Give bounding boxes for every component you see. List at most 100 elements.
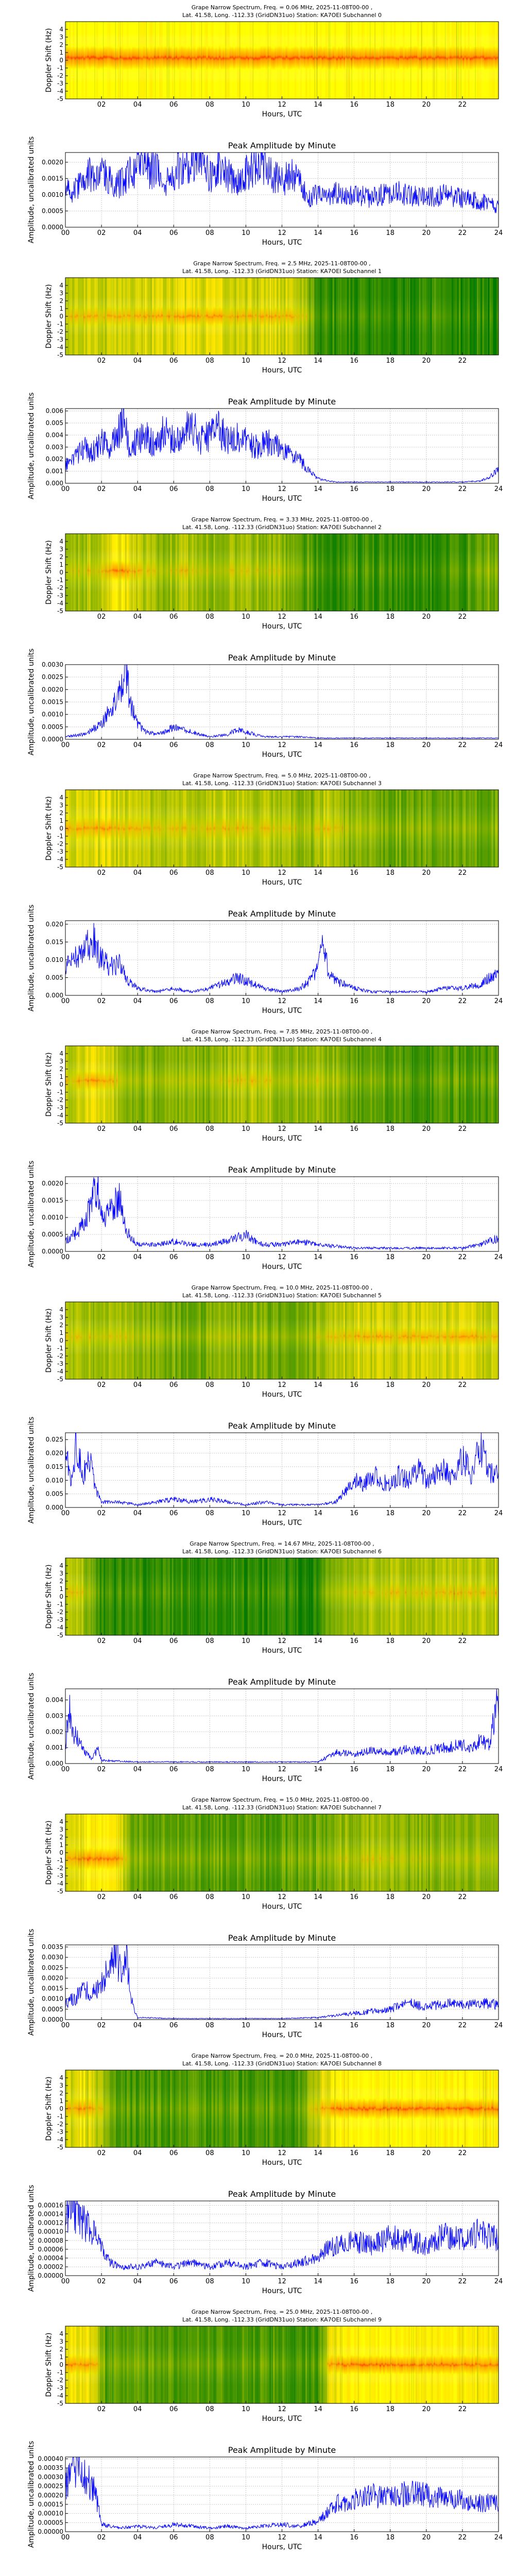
spectrogram-carrier xyxy=(278,817,281,839)
spectrogram-band xyxy=(256,1060,259,1101)
x-tick-label: 24 xyxy=(494,229,503,237)
spectrogram-band xyxy=(404,1060,407,1101)
spectrogram-carrier xyxy=(347,46,349,69)
spectrogram-band xyxy=(439,549,441,592)
spectrogram-carrier xyxy=(76,1072,79,1091)
y-axis-label: Doppler Shift (Hz) xyxy=(45,1309,53,1373)
spectrogram-band xyxy=(96,1318,98,1355)
spectrogram-band xyxy=(168,1060,170,1101)
spectrogram-carrier xyxy=(233,561,235,581)
spectrogram-carrier xyxy=(410,46,413,69)
spectrogram-band xyxy=(370,549,373,592)
spectrogram-band xyxy=(334,297,337,336)
spectrogram-carrier xyxy=(76,307,79,325)
spectrogram-band xyxy=(208,1060,210,1101)
spectrogram-band xyxy=(262,1318,265,1355)
spectrogram-band xyxy=(329,1060,331,1101)
spectrogram-carrier xyxy=(73,1072,75,1091)
spectrogram-band xyxy=(278,1060,281,1101)
spectrogram-band xyxy=(164,549,167,592)
spectrogram-band xyxy=(437,549,439,592)
spectrogram-carrier xyxy=(99,46,102,69)
spectrogram-band xyxy=(278,1318,281,1355)
spectrogram-band xyxy=(222,1060,225,1101)
spectrogram-band xyxy=(274,1060,277,1101)
spectrogram-carrier xyxy=(424,1329,427,1346)
spectrogram-carrier xyxy=(213,818,216,839)
spectrogram-carrier xyxy=(494,1328,497,1345)
spectrogram-band xyxy=(71,549,73,592)
y-tick-label: 0.0010 xyxy=(42,711,63,718)
spectrogram-carrier xyxy=(414,1328,416,1345)
spectrogram-band xyxy=(399,805,402,852)
y-tick-label: 4 xyxy=(59,1050,63,1057)
spectrogram-band xyxy=(83,1318,86,1355)
spectrogram-carrier xyxy=(341,46,344,69)
spectrogram-band xyxy=(161,1318,163,1355)
x-tick-label: 12 xyxy=(278,229,286,237)
x-tick-label: 20 xyxy=(422,741,431,749)
spectrogram-band xyxy=(361,1060,364,1101)
spectrogram-carrier xyxy=(200,561,203,581)
spectrogram-carrier xyxy=(94,46,97,69)
spectrogram-band xyxy=(303,297,306,336)
spectrogram-carrier xyxy=(365,46,367,69)
spectrogram-carrier xyxy=(114,561,116,581)
x-tick-label: 16 xyxy=(350,613,358,621)
spectrogram-band xyxy=(422,297,425,336)
spectrogram-band xyxy=(171,1318,174,1355)
spectrogram-carrier xyxy=(109,1071,111,1090)
spectrogram-band xyxy=(455,297,458,336)
spectrogram-carrier xyxy=(345,46,348,69)
spectrogram-band xyxy=(365,805,367,852)
spectrogram-band xyxy=(295,1060,297,1101)
spectrogram-carrier xyxy=(397,47,400,70)
spectrogram-band xyxy=(494,549,497,592)
spectrogram-band xyxy=(218,549,221,592)
spectrogram-carrier xyxy=(338,817,340,838)
spectrogram-carrier xyxy=(159,46,162,69)
spectrogram-carrier xyxy=(435,1329,438,1346)
spectrogram-carrier xyxy=(388,46,391,69)
x-tick-label: 12 xyxy=(278,869,286,877)
spectrogram-carrier xyxy=(69,1582,72,1601)
spectrogram-band xyxy=(125,1060,127,1101)
x-tick-label: 16 xyxy=(350,1381,358,1389)
spectrogram-carrier xyxy=(80,818,82,840)
spectrogram-carrier xyxy=(256,560,259,580)
spectrogram-carrier xyxy=(327,1328,330,1345)
spectrogram-carrier xyxy=(100,562,102,582)
spectrogram-carrier xyxy=(153,307,156,325)
spectrogram-carrier xyxy=(69,817,72,838)
spectrogram-band xyxy=(307,297,310,336)
x-tick-label: 22 xyxy=(458,613,467,621)
x-tick-label: 14 xyxy=(314,1253,322,1261)
spectrogram-band xyxy=(410,549,413,592)
spectrogram-carrier xyxy=(291,47,294,70)
x-tick-label: 20 xyxy=(422,357,431,365)
spectrogram-carrier xyxy=(432,1328,434,1345)
x-tick-label: 08 xyxy=(205,1510,214,1517)
spectrogram-carrier xyxy=(296,46,299,69)
spectrogram-carrier xyxy=(473,1329,476,1346)
x-tick-label: 12 xyxy=(278,1253,286,1261)
x-tick-label: 14 xyxy=(314,1510,322,1517)
spectrogram-band xyxy=(114,1318,116,1355)
spectrogram-band xyxy=(350,805,353,852)
spectrogram-carrier xyxy=(118,1329,120,1346)
spectrogram-carrier xyxy=(251,307,254,325)
spectrogram-carrier xyxy=(110,1328,113,1345)
spectrogram-band xyxy=(92,1318,95,1355)
spectrogram-carrier xyxy=(92,1071,95,1090)
spectrogram-carrier xyxy=(285,818,288,839)
spectrogram-band xyxy=(247,1060,250,1101)
spectrogram-carrier xyxy=(476,46,479,69)
spectrogram-carrier xyxy=(73,307,75,325)
spectrogram-carrier xyxy=(251,47,254,70)
spectrogram-band xyxy=(404,297,407,336)
spectrogram-band xyxy=(484,549,487,592)
spectrogram-band xyxy=(450,805,452,852)
spectrogram-band xyxy=(107,1318,109,1355)
